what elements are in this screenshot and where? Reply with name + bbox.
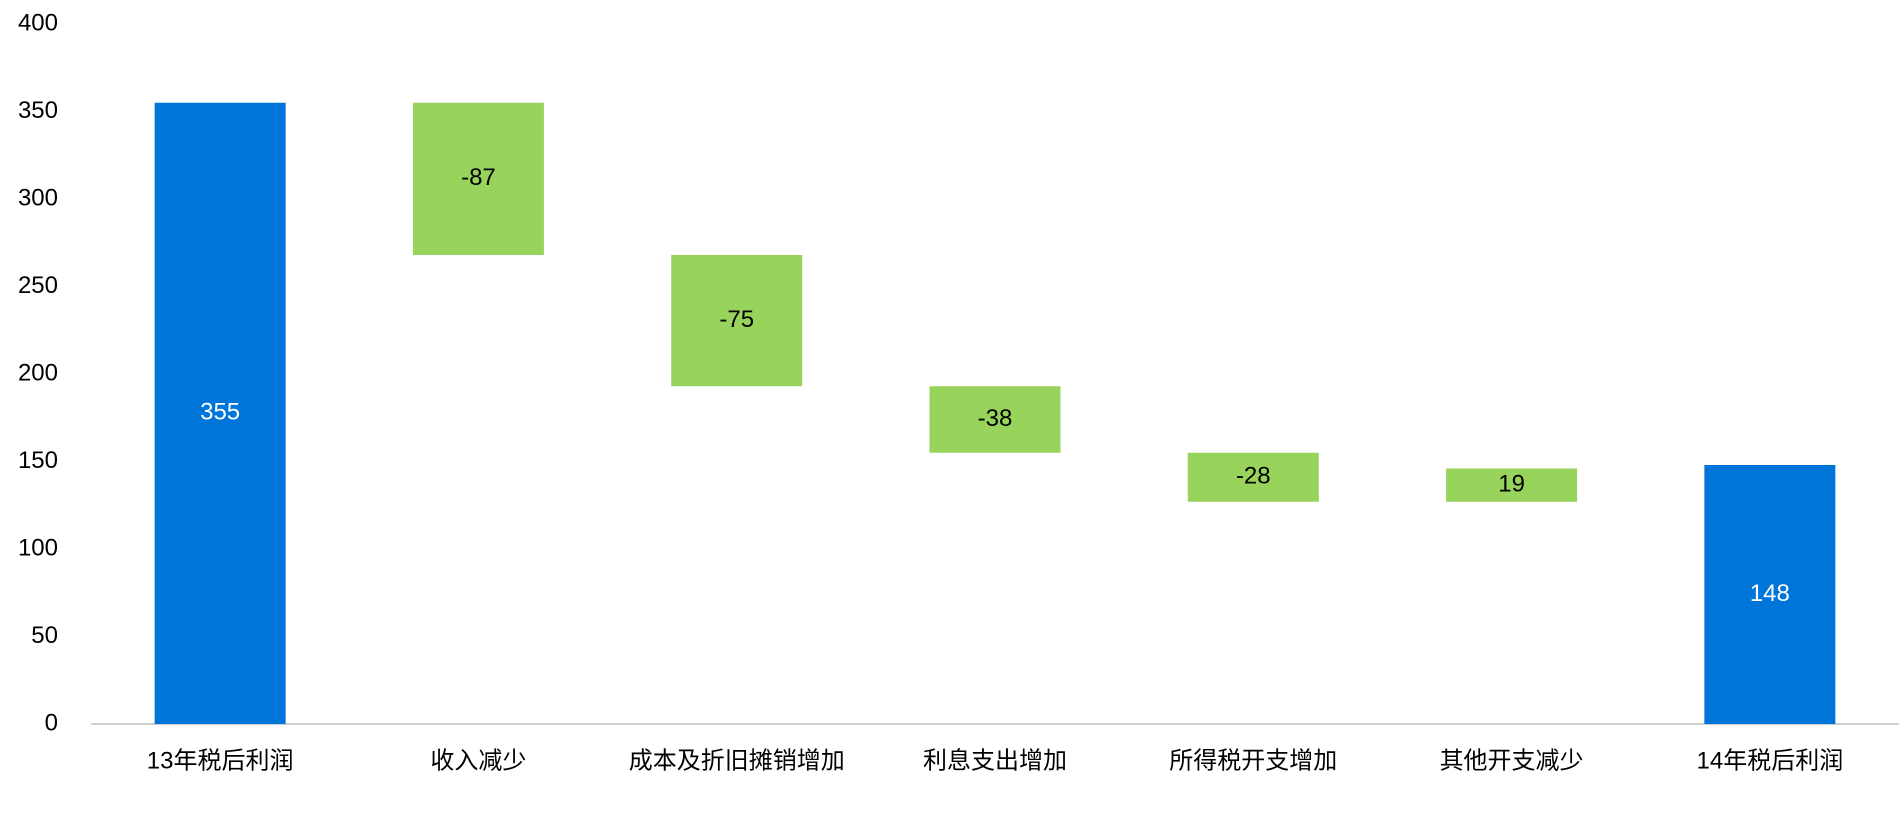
data-label: 355 [200,399,240,426]
y-tick-label: 300 [18,184,58,211]
bar [154,102,286,724]
y-tick-label: 100 [18,534,58,561]
y-tick-label: 0 [45,709,58,736]
x-tick-label: 其他开支减少 [1440,747,1584,774]
bar [1446,468,1578,502]
data-label: -87 [461,164,496,191]
y-tick-label: 50 [31,622,58,649]
x-tick-label: 所得税开支增加 [1169,747,1337,774]
y-tick-label: 200 [18,359,58,386]
y-tick-label: 400 [18,9,58,36]
data-label: 19 [1498,470,1525,497]
bar [412,102,544,255]
bar [929,386,1061,453]
x-tick-label: 收入减少 [430,747,526,774]
data-label: -28 [1236,463,1271,490]
x-tick-label: 14年税后利润 [1697,747,1844,774]
data-label: -75 [719,306,754,333]
x-tick-label: 13年税后利润 [147,747,294,774]
bar [1187,452,1319,502]
data-label: 148 [1750,580,1790,607]
data-label: -38 [978,405,1013,432]
y-tick-label: 350 [18,97,58,124]
y-tick-label: 150 [18,447,58,474]
x-tick-label: 成本及折旧摊销增加 [629,747,845,774]
y-tick-label: 250 [18,272,58,299]
bar [1704,465,1836,724]
bar [671,255,803,387]
x-tick-label: 利息支出增加 [923,747,1067,774]
